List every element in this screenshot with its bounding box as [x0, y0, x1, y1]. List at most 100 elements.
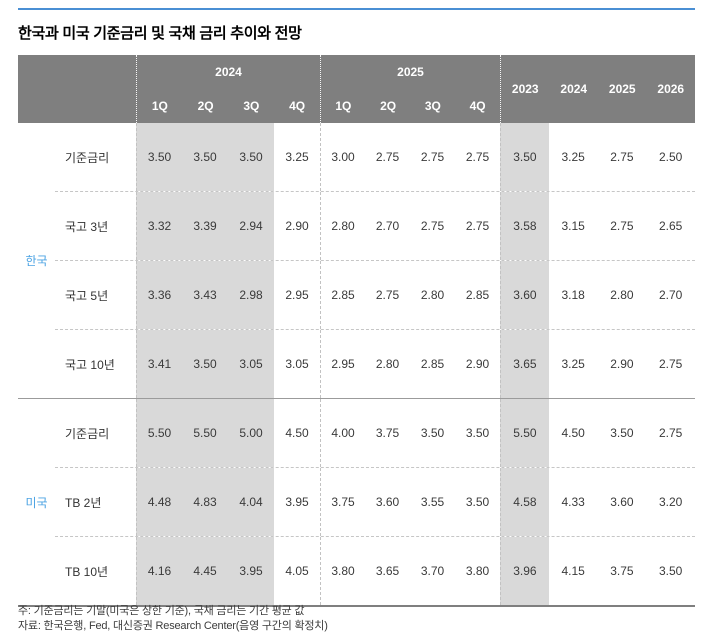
rate-value-cell: 2.75	[465, 219, 490, 233]
indicator-label: 기준금리	[65, 150, 110, 165]
rate-value-cell: 3.05	[228, 330, 274, 398]
rate-value-cell: 2.75	[465, 150, 490, 164]
rate-value-cell: 4.05	[285, 564, 309, 578]
indicator-label: 기준금리	[65, 426, 110, 441]
rate-value-cell: 3.95	[285, 495, 309, 509]
table-row: 국고 10년 3.41 3.50 3.05 3.05 2.95 2.80 2.85 2.90 3.…	[55, 330, 695, 398]
rate-value-cell: 3.25	[561, 357, 585, 371]
rate-value-cell: 4.00	[320, 399, 365, 467]
rate-value-cell: 3.50	[500, 123, 549, 191]
rate-value-cell: 2.85	[420, 357, 445, 371]
rate-value-cell: 3.18	[561, 288, 585, 302]
rate-value-cell: 3.39	[182, 192, 228, 260]
header-annual-group: 2023 2024 2025 2026	[500, 55, 695, 123]
rate-value-cell: 2.90	[465, 357, 490, 371]
rate-value-cell: 2.90	[285, 219, 309, 233]
rate-value-cell: 3.75	[320, 468, 365, 536]
header-group-2025: 2025 1Q 2Q 3Q 4Q	[320, 55, 500, 123]
rate-value-cell: 2.85	[320, 261, 365, 329]
rate-value-cell: 2.75	[610, 150, 634, 164]
rate-value-cell: 2.80	[420, 288, 445, 302]
table-row: TB 2년 4.48 4.83 4.04 3.95 3.75 3.60 3.55 3.50 4.5…	[55, 468, 695, 537]
rate-value-cell: 4.15	[561, 564, 585, 578]
rate-value-cell: 3.36	[136, 261, 182, 329]
rate-value-cell: 2.98	[228, 261, 274, 329]
rate-value-cell: 3.58	[500, 192, 549, 260]
rate-value-cell: 4.04	[228, 468, 274, 536]
rate-value-cell: 4.45	[182, 537, 228, 605]
rate-value-cell: 3.95	[228, 537, 274, 605]
header-corner-cell	[18, 55, 136, 123]
rate-value-cell: 3.80	[320, 537, 365, 605]
footnotes: 주: 기준금리는 기말(미국은 상한 기준), 국채 금리는 기간 평균 값 자…	[18, 604, 328, 634]
header-quarter-row: 1Q 2Q 3Q 4Q	[321, 89, 500, 123]
rate-value-cell: 2.70	[658, 288, 683, 302]
header-group-2024: 2024 1Q 2Q 3Q 4Q	[136, 55, 320, 123]
page-title: 한국과 미국 기준금리 및 국채 금리 추이와 전망	[18, 25, 302, 42]
rate-value-cell: 3.50	[228, 123, 274, 191]
rate-value-cell: 5.00	[228, 399, 274, 467]
indicator-label: 국고 5년	[65, 288, 109, 303]
rate-value-cell: 5.50	[182, 399, 228, 467]
rate-value-cell: 3.50	[465, 426, 490, 440]
header-quarter-cell: 1Q	[151, 99, 168, 113]
rate-value-cell: 3.43	[182, 261, 228, 329]
rate-value-cell: 3.20	[658, 495, 683, 509]
country-section: 미국 기준금리 5.50 5.50 5.00 4.50 4.00 3.75 3.50 3.50 5.…	[18, 399, 695, 605]
country-label: 한국	[25, 254, 48, 268]
indicator-label: TB 2년	[65, 495, 102, 510]
header-quarter-cell: 4Q	[289, 99, 306, 113]
rate-value-cell: 3.50	[182, 123, 228, 191]
rate-value-cell: 3.60	[375, 495, 400, 509]
rate-value-cell: 3.65	[375, 564, 400, 578]
table-row: 기준금리 3.50 3.50 3.50 3.25 3.00 2.75 2.75 2.75 3.50…	[55, 123, 695, 192]
rate-value-cell: 3.05	[285, 357, 309, 371]
rate-value-cell: 3.65	[500, 330, 549, 398]
header-group-label: 2024	[215, 65, 242, 79]
rate-value-cell: 2.95	[320, 330, 365, 398]
rate-value-cell: 3.00	[320, 123, 365, 191]
footnote-note: 주: 기준금리는 기말(미국은 상한 기준), 국채 금리는 기간 평균 값	[18, 605, 305, 617]
table-row: 기준금리 5.50 5.50 5.00 4.50 4.00 3.75 3.50 3.50 5.50…	[55, 399, 695, 468]
top-divider-line	[18, 8, 695, 10]
rate-value-cell: 2.70	[375, 219, 400, 233]
rate-value-cell: 3.60	[610, 495, 634, 509]
header-quarter-cell: 2Q	[197, 99, 214, 113]
rate-value-cell: 2.75	[610, 219, 634, 233]
table-row: 국고 5년 3.36 3.43 2.98 2.95 2.85 2.75 2.80 2.85 3.6…	[55, 261, 695, 330]
header-year-cell: 2025	[608, 82, 636, 96]
rate-value-cell: 3.50	[182, 330, 228, 398]
rate-value-cell: 3.41	[136, 330, 182, 398]
rate-value-cell: 3.15	[561, 219, 585, 233]
header-quarter-row: 1Q 2Q 3Q 4Q	[137, 89, 320, 123]
rates-table: 2024 1Q 2Q 3Q 4Q 2025 1Q 2Q 3Q 4Q 2023	[18, 55, 695, 607]
rate-value-cell: 2.90	[610, 357, 634, 371]
rate-value-cell: 3.75	[375, 426, 400, 440]
header-year-cell: 2026	[657, 82, 685, 96]
header-year-cell: 2024	[560, 82, 588, 96]
rate-value-cell: 2.80	[320, 192, 365, 260]
rate-value-cell: 3.50	[136, 123, 182, 191]
rate-value-cell: 3.25	[561, 150, 585, 164]
rate-value-cell: 3.32	[136, 192, 182, 260]
rate-value-cell: 3.50	[610, 426, 634, 440]
rate-value-cell: 2.65	[658, 219, 683, 233]
table-row: 국고 3년 3.32 3.39 2.94 2.90 2.80 2.70 2.75 2.75 3.5…	[55, 192, 695, 261]
rate-value-cell: 3.60	[500, 261, 549, 329]
country-label: 미국	[25, 495, 48, 510]
rate-value-cell: 3.25	[285, 150, 309, 164]
rate-value-cell: 2.85	[465, 288, 490, 302]
rate-value-cell: 3.70	[420, 564, 445, 578]
rate-value-cell: 2.75	[375, 288, 400, 302]
rate-value-cell: 2.80	[375, 357, 400, 371]
rate-value-cell: 2.75	[375, 150, 400, 164]
rate-value-cell: 4.33	[561, 495, 585, 509]
table-body: 한국 기준금리 3.50 3.50 3.50 3.25 3.00 2.75 2.75 2.75 3.…	[18, 123, 695, 607]
indicator-label: TB 10년	[65, 564, 109, 579]
header-quarter-cell: 3Q	[424, 99, 441, 113]
rate-value-cell: 2.75	[658, 357, 683, 371]
header-quarter-cell: 4Q	[469, 99, 486, 113]
rate-value-cell: 2.75	[420, 219, 445, 233]
rate-value-cell: 2.75	[420, 150, 445, 164]
rate-value-cell: 2.80	[610, 288, 634, 302]
